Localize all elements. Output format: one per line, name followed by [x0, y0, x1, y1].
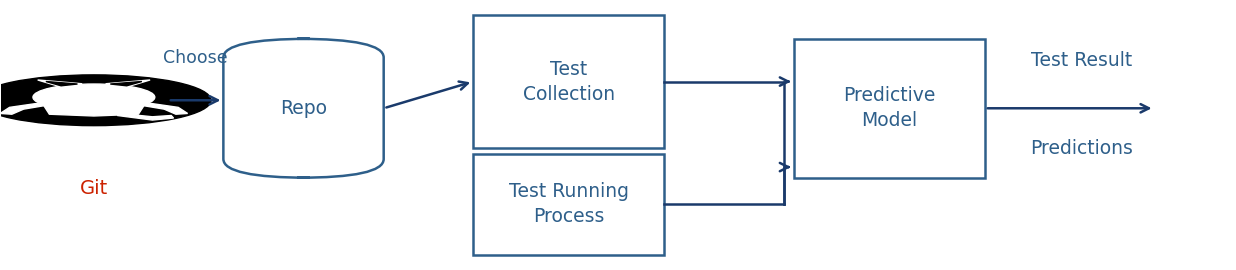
Text: Choose: Choose — [163, 49, 227, 66]
Text: Predictive
Model: Predictive Model — [843, 86, 936, 130]
Polygon shape — [138, 103, 188, 114]
Polygon shape — [110, 82, 142, 86]
FancyBboxPatch shape — [473, 154, 664, 255]
Text: Test Running
Process: Test Running Process — [509, 183, 629, 227]
Text: Repo: Repo — [281, 99, 328, 118]
Polygon shape — [37, 80, 82, 86]
FancyBboxPatch shape — [224, 39, 383, 178]
Text: Test
Collection: Test Collection — [523, 60, 614, 104]
Polygon shape — [0, 103, 49, 114]
Text: Git: Git — [80, 179, 108, 198]
Circle shape — [33, 84, 154, 110]
Text: Test Result: Test Result — [1031, 51, 1132, 70]
Polygon shape — [117, 113, 173, 120]
FancyBboxPatch shape — [473, 15, 664, 148]
Polygon shape — [41, 102, 147, 116]
FancyBboxPatch shape — [794, 39, 985, 178]
Text: Predictions: Predictions — [1031, 139, 1133, 158]
Polygon shape — [105, 80, 150, 86]
Polygon shape — [46, 82, 78, 86]
Circle shape — [0, 75, 211, 126]
